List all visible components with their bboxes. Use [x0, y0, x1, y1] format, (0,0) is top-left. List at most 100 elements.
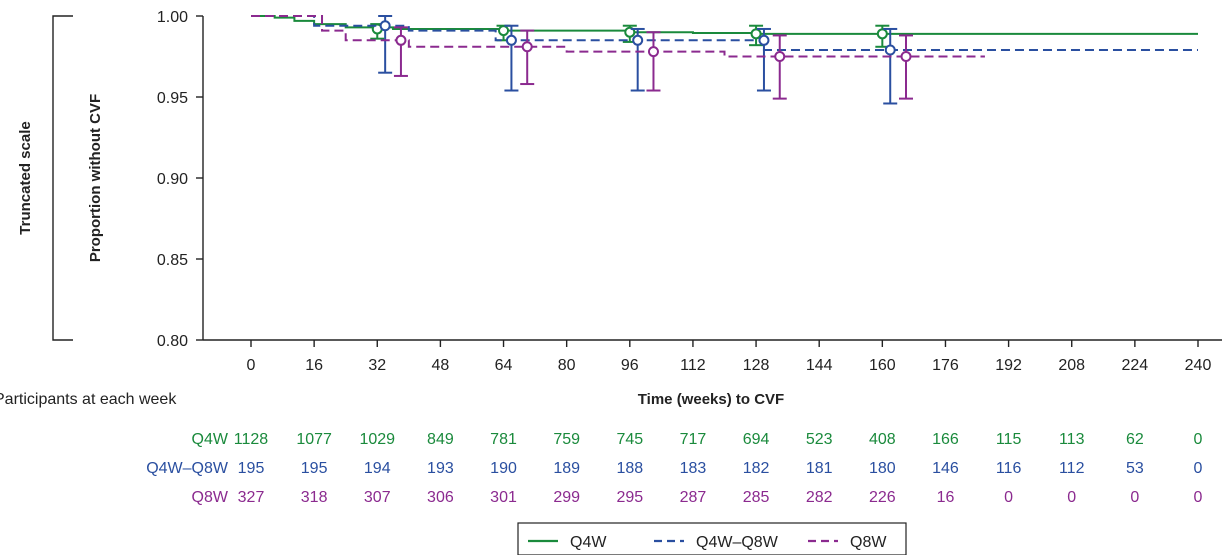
x-tick-label-14: 224 [1122, 357, 1149, 374]
risk-cell-0-6: 745 [616, 431, 643, 448]
risk-cell-2-5: 299 [553, 489, 580, 506]
x-tick-label-15: 240 [1185, 357, 1212, 374]
y-tick-label-3: 0.95 [157, 90, 188, 107]
risk-cell-1-2: 194 [364, 460, 391, 477]
risk-cell-2-13: 0 [1067, 489, 1076, 506]
risk-cell-1-4: 190 [490, 460, 517, 477]
x-tick-label-8: 128 [743, 357, 770, 374]
x-axis-title: Time (weeks) to CVF [638, 391, 784, 408]
risk-cell-1-14: 53 [1126, 460, 1144, 477]
data-point-1-3 [758, 34, 770, 46]
legend-label-2: Q8W [850, 534, 887, 551]
data-point-0-4 [876, 28, 888, 40]
risk-cell-1-6: 188 [616, 460, 643, 477]
y-axis-ticks: 0.80 0.85 0.90 0.95 1.00 [157, 9, 203, 350]
risk-cell-1-13: 112 [1059, 460, 1085, 477]
marker-group-0-4 [875, 24, 890, 48]
risk-cell-2-14: 0 [1130, 489, 1139, 506]
x-tick-label-5: 80 [558, 357, 576, 374]
marker-group-2-2 [646, 31, 661, 92]
x-tick-label-2: 32 [368, 357, 386, 374]
risk-cell-1-15: 0 [1194, 460, 1203, 477]
risk-cell-0-5: 759 [553, 431, 580, 448]
risk-table-title: Participants at each week [0, 391, 177, 408]
risk-cell-0-13: 113 [1059, 431, 1085, 448]
risk-cell-2-11: 16 [937, 489, 955, 506]
risk-cell-1-1: 195 [301, 460, 328, 477]
risk-cell-0-9: 523 [806, 431, 833, 448]
risk-cell-0-7: 717 [680, 431, 707, 448]
marker-group-1-1 [504, 24, 519, 92]
data-point-0-1 [498, 25, 510, 37]
risk-cell-0-12: 115 [996, 431, 1022, 448]
risk-cell-1-7: 183 [680, 460, 707, 477]
risk-cell-0-11: 166 [932, 431, 959, 448]
marker-group-1-0 [378, 15, 393, 74]
risk-cell-1-11: 146 [932, 460, 959, 477]
risk-cell-0-1: 1077 [296, 431, 332, 448]
data-point-2-0 [395, 34, 407, 46]
truncated-scale-label: Truncated scale [17, 121, 34, 234]
risk-table: Q4W 1128 1077 1029 849 781 759 745 717 694 523 408 1… [146, 431, 1202, 506]
risk-cell-2-10: 226 [869, 489, 896, 506]
x-tick-label-9: 144 [806, 357, 833, 374]
marker-group-1-3 [756, 27, 771, 92]
risk-row-label-1: Q4W–Q8W [146, 460, 229, 477]
marker-group-2-3 [772, 34, 787, 100]
risk-cell-0-14: 62 [1126, 431, 1144, 448]
legend-box [517, 522, 907, 556]
series-layer [251, 15, 1198, 105]
data-point-1-0 [379, 20, 391, 32]
risk-cell-0-3: 849 [427, 431, 454, 448]
data-point-2-3 [774, 51, 786, 62]
legend-label-0: Q4W [570, 534, 607, 551]
marker-group-0-3 [749, 24, 764, 47]
x-tick-label-4: 64 [495, 357, 513, 374]
risk-row-label-0: Q4W [192, 431, 229, 448]
y-tick-label-2: 0.90 [157, 171, 188, 188]
risk-cell-2-7: 287 [680, 489, 707, 506]
risk-cell-2-2: 307 [364, 489, 391, 506]
risk-cell-1-0: 195 [238, 460, 265, 477]
risk-cell-2-9: 282 [806, 489, 833, 506]
risk-cell-2-12: 0 [1004, 489, 1013, 506]
legend: Q4W Q4W–Q8W Q8W [517, 522, 907, 556]
risk-cell-1-8: 182 [743, 460, 770, 477]
marker-group-2-4 [899, 34, 914, 100]
data-point-2-1 [521, 41, 533, 53]
x-axis-ticks: 0 16 32 48 64 80 96 112 128 144 160 176 192 208 224 240 [247, 340, 1212, 374]
y-tick-label-0: 0.80 [157, 333, 188, 350]
risk-cell-1-12: 116 [996, 460, 1022, 477]
data-point-1-4 [884, 44, 896, 56]
series-line-2 [251, 15, 985, 58]
data-point-2-2 [647, 46, 659, 58]
data-point-2-4 [900, 51, 912, 62]
risk-cell-0-0: 1128 [234, 431, 269, 448]
risk-cell-2-15: 0 [1194, 489, 1203, 506]
risk-cell-0-8: 694 [743, 431, 770, 448]
risk-cell-1-9: 181 [806, 460, 833, 477]
x-tick-label-11: 176 [932, 357, 959, 374]
risk-cell-0-4: 781 [490, 431, 517, 448]
data-point-1-1 [505, 34, 517, 46]
x-tick-label-6: 96 [621, 357, 639, 374]
x-tick-label-10: 160 [869, 357, 896, 374]
risk-cell-2-1: 318 [301, 489, 328, 506]
risk-cell-2-6: 295 [616, 489, 643, 506]
marker-group-1-2 [630, 27, 645, 92]
series-line-0 [251, 15, 1198, 35]
risk-cell-0-15: 0 [1194, 431, 1203, 448]
y-tick-label-1: 0.85 [157, 252, 188, 269]
marker-group-2-0 [393, 26, 408, 77]
risk-cell-0-10: 408 [869, 431, 896, 448]
marker-group-2-1 [520, 29, 535, 86]
data-point-1-2 [632, 34, 644, 46]
risk-cell-1-10: 180 [869, 460, 896, 477]
data-point-0-3 [750, 28, 762, 40]
risk-cell-0-2: 1029 [359, 431, 395, 448]
x-tick-label-7: 112 [680, 357, 706, 374]
risk-cell-2-3: 306 [427, 489, 454, 506]
risk-cell-1-3: 193 [427, 460, 454, 477]
